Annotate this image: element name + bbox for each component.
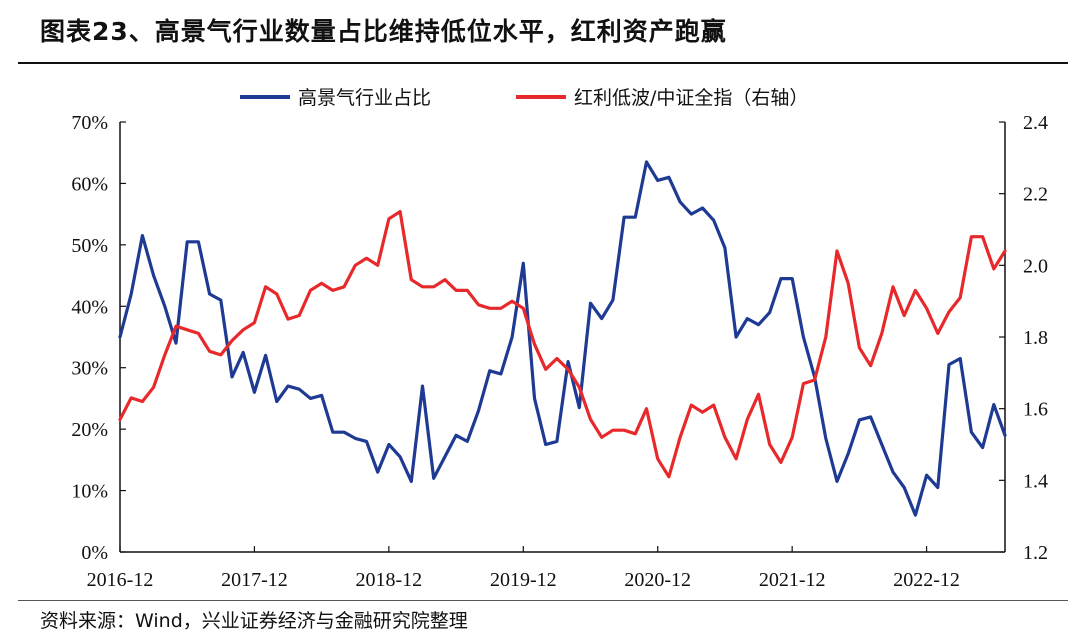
right-tick-label: 1.4 [1023, 470, 1048, 492]
legend-label-blue: 高景气行业占比 [298, 87, 431, 109]
x-tick-label: 2020-12 [624, 569, 691, 591]
left-tick-label: 60% [71, 173, 108, 195]
x-tick-label: 2018-12 [356, 569, 423, 591]
series-line-high-prosperity-share [118, 160, 1007, 517]
left-tick-label: 50% [71, 235, 108, 257]
left-tick-label: 70% [71, 112, 108, 134]
source-rule [18, 600, 1068, 601]
x-tick-label: 2016-12 [87, 569, 154, 591]
left-tick-label: 20% [71, 419, 108, 441]
series-line-dividend-ratio [118, 210, 1007, 479]
left-tick-label: 40% [71, 296, 108, 318]
left-tick-label: 0% [81, 542, 108, 564]
right-tick-label: 2.0 [1023, 255, 1048, 277]
title-rule [18, 62, 1068, 64]
legend-label-red: 红利低波/中证全指（右轴） [574, 87, 808, 109]
chart-title: 图表23、高景气行业数量占比维持低位水平，红利资产跑赢 [40, 17, 727, 46]
right-tick-label: 2.2 [1023, 184, 1048, 206]
x-tick-label: 2019-12 [490, 569, 557, 591]
right-tick-label: 1.8 [1023, 327, 1048, 349]
x-tick-label: 2022-12 [893, 569, 960, 591]
right-tick-label: 2.4 [1023, 112, 1048, 134]
legend: 高景气行业占比 红利低波/中证全指（右轴） [240, 87, 808, 109]
x-tick-label: 2021-12 [759, 569, 826, 591]
line-chart: 0% 10% 20% 30% 40% 50% 60% 70% 1.2 1.4 1.6 1.8 2.0 2… [71, 87, 1048, 591]
right-tick-label: 1.2 [1023, 542, 1048, 564]
right-axis: 1.2 1.4 1.6 1.8 2.0 2.2 2.4 [999, 112, 1048, 564]
x-tick-label: 2017-12 [221, 569, 288, 591]
left-tick-label: 10% [71, 481, 108, 503]
source-note: 资料来源：Wind，兴业证券经济与金融研究院整理 [40, 610, 468, 632]
left-axis: 0% 10% 20% 30% 40% 50% 60% 70% [71, 112, 126, 564]
right-tick-label: 1.6 [1023, 399, 1048, 421]
series-layer [118, 160, 1007, 517]
x-axis: 2016-12 2017-12 2018-12 2019-12 2020-12 2021-… [87, 546, 1005, 591]
left-tick-label: 30% [71, 358, 108, 380]
